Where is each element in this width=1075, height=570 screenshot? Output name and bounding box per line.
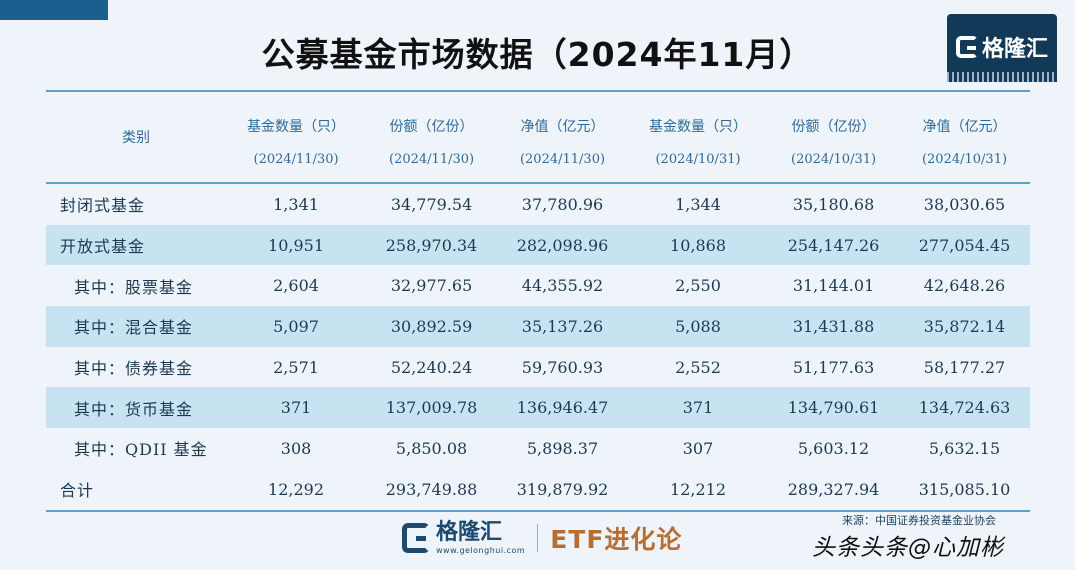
table-cell: 1,344 bbox=[675, 194, 721, 214]
table-cell: 2,604 bbox=[273, 276, 319, 296]
table-cell: 35,872.14 bbox=[899, 306, 1030, 347]
column-header-date: (2024/11/30) bbox=[366, 136, 498, 184]
column-header-label: 份额（亿份） bbox=[366, 90, 498, 136]
table-cell: 5,088 bbox=[627, 306, 769, 347]
row-label: 其中：债券基金 bbox=[74, 359, 194, 379]
footer-divider bbox=[537, 524, 539, 552]
column-header-date: (2024/11/30) bbox=[226, 136, 367, 184]
row-label: 合计 bbox=[46, 468, 226, 512]
footer-brand-name: 格隆汇 bbox=[436, 519, 503, 545]
table-cell: 38,030.65 bbox=[923, 194, 1006, 214]
table-cell: 37,780.96 bbox=[521, 194, 604, 214]
table-cell: 282,098.96 bbox=[497, 224, 628, 266]
table-cell: 307 bbox=[682, 438, 714, 458]
table-row: 其中：混合基金 5,097 30,892.59 35,137.26 5,088 … bbox=[46, 306, 1030, 347]
table-cell: 371 bbox=[226, 387, 367, 429]
table-cell: 58,177.27 bbox=[923, 357, 1006, 377]
column-header-date: (2024/10/31) bbox=[627, 136, 769, 184]
table-cell: 52,240.24 bbox=[390, 357, 473, 377]
row-label: 其中：混合基金 bbox=[46, 306, 226, 347]
table-cell: 35,180.68 bbox=[792, 194, 875, 214]
table-cell: 30,892.59 bbox=[366, 306, 498, 347]
table-row: 其中：货币基金 371 137,009.78 136,946.47 371 13… bbox=[46, 387, 1030, 429]
column-header-label: 净值（亿元） bbox=[497, 90, 628, 136]
table-row: 其中：QDII 基金 308 5,850.08 5,898.37 307 5,6… bbox=[46, 428, 1030, 469]
table-row-total: 合计 12,292 293,749.88 319,879.92 12,212 2… bbox=[46, 468, 1030, 512]
table-cell: 42,648.26 bbox=[923, 276, 1006, 296]
table-row: 其中：股票基金 2,604 32,977.65 44,355.92 2,550 … bbox=[46, 265, 1030, 306]
table-cell: 59,760.93 bbox=[521, 357, 604, 377]
table-cell: 5,603.12 bbox=[797, 438, 870, 458]
table-cell: 32,977.65 bbox=[390, 276, 473, 296]
table-cell: 134,724.63 bbox=[899, 387, 1030, 429]
category-header: 类别 bbox=[46, 90, 226, 184]
table-cell: 5,850.08 bbox=[395, 438, 468, 458]
table-cell: 34,779.54 bbox=[390, 194, 473, 214]
table-cell: 2,571 bbox=[273, 357, 319, 377]
table-cell: 5,097 bbox=[226, 306, 367, 347]
watermark: 头条头条@心加彬 bbox=[812, 535, 1004, 561]
etf-brand-text: ETF进化论 bbox=[550, 525, 683, 554]
row-label: 封闭式基金 bbox=[60, 196, 146, 216]
table-cell: 51,177.63 bbox=[792, 357, 875, 377]
footer-logo: 格隆汇 www.gelonghui.com ETF进化论 bbox=[402, 520, 682, 556]
column-header-label: 净值（亿元） bbox=[899, 90, 1030, 136]
table-cell: 315,085.10 bbox=[899, 468, 1030, 512]
table-row: 封闭式基金 1,341 34,779.54 37,780.96 1,344 35… bbox=[46, 183, 1030, 225]
logo-brand-text: 格隆汇 bbox=[981, 37, 1048, 62]
table-cell: 44,355.92 bbox=[521, 276, 604, 296]
column-header-date: (2024/10/31) bbox=[768, 136, 900, 184]
corner-tab bbox=[0, 0, 108, 20]
table-cell: 371 bbox=[627, 387, 769, 429]
table-cell: 136,946.47 bbox=[497, 387, 628, 429]
g-logo-icon bbox=[955, 36, 978, 58]
table-cell: 5,632.15 bbox=[928, 438, 1001, 458]
gelonghui-logo: 格隆汇 bbox=[947, 14, 1057, 80]
fund-data-table: 类别 基金数量（只） 份额（亿份） 净值（亿元） 基金数量（只） 份额（亿份） … bbox=[46, 90, 1030, 512]
table-cell: 277,054.45 bbox=[899, 224, 1030, 266]
footer-domain: www.gelonghui.com bbox=[436, 545, 526, 555]
g-logo-icon bbox=[402, 523, 430, 553]
table-cell: 258,970.34 bbox=[366, 224, 498, 266]
row-label: 其中：货币基金 bbox=[46, 387, 226, 429]
table-cell: 289,327.94 bbox=[768, 468, 900, 512]
column-header-label: 份额（亿份） bbox=[768, 90, 900, 136]
table-cell: 254,147.26 bbox=[768, 224, 900, 266]
table-cell: 308 bbox=[280, 438, 312, 458]
table-row: 其中：债券基金 2,571 52,240.24 59,760.93 2,552 … bbox=[46, 347, 1030, 388]
source-note: 来源：中国证券投资基金业协会 bbox=[842, 514, 996, 527]
table-cell: 31,431.88 bbox=[768, 306, 900, 347]
footer-brand: 格隆汇 www.gelonghui.com bbox=[436, 519, 526, 555]
row-label: 开放式基金 bbox=[46, 224, 226, 266]
table-cell: 31,144.01 bbox=[792, 276, 875, 296]
column-header-date: (2024/10/31) bbox=[899, 136, 1030, 184]
table-cell: 293,749.88 bbox=[366, 468, 498, 512]
column-header-date: (2024/11/30) bbox=[497, 136, 628, 184]
table-cell: 134,790.61 bbox=[768, 387, 900, 429]
table-cell: 10,868 bbox=[627, 224, 769, 266]
table-cell: 1,341 bbox=[273, 194, 319, 214]
table-cell: 12,212 bbox=[627, 468, 769, 512]
logo-stripe bbox=[947, 72, 1057, 82]
row-label: 其中：股票基金 bbox=[74, 277, 194, 297]
column-header-label: 基金数量（只） bbox=[226, 90, 367, 136]
table-row: 开放式基金 10,951 258,970.34 282,098.96 10,86… bbox=[46, 224, 1030, 266]
table-cell: 35,137.26 bbox=[497, 306, 628, 347]
table-cell: 319,879.92 bbox=[497, 468, 628, 512]
table-cell: 2,552 bbox=[675, 357, 721, 377]
table-cell: 137,009.78 bbox=[366, 387, 498, 429]
table-cell: 12,292 bbox=[226, 468, 367, 512]
table-cell: 10,951 bbox=[226, 224, 367, 266]
page-title: 公募基金市场数据（2024年11月） bbox=[261, 35, 814, 74]
column-header-label: 基金数量（只） bbox=[627, 90, 769, 136]
table-cell: 2,550 bbox=[675, 276, 721, 296]
table-cell: 5,898.37 bbox=[526, 438, 599, 458]
row-label: 其中：QDII 基金 bbox=[74, 440, 208, 460]
